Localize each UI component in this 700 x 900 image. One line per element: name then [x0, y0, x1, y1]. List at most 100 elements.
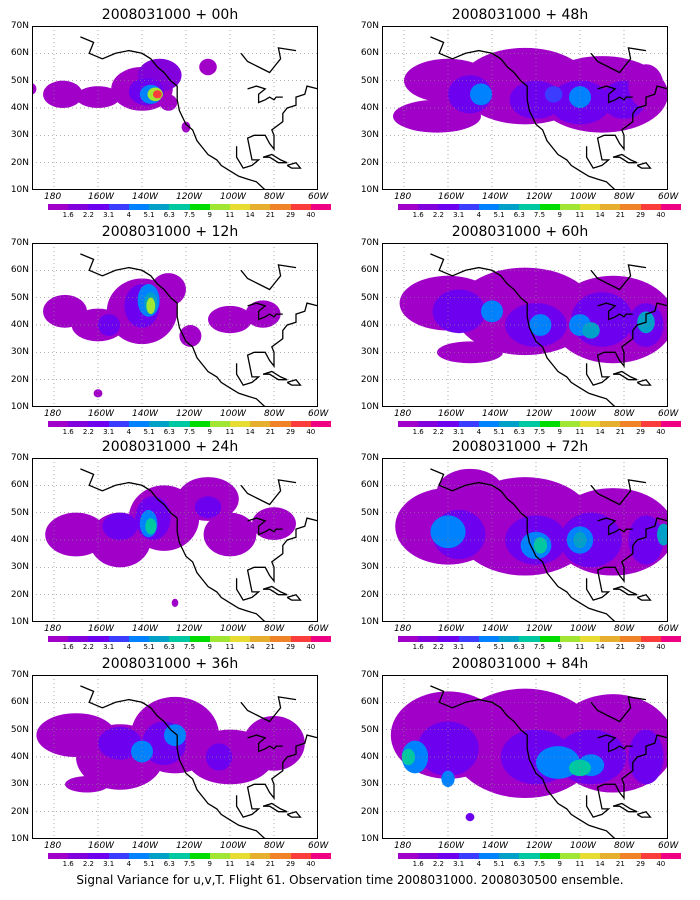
latitude-label: 20N [10, 806, 29, 817]
latitude-label: 70N [360, 238, 379, 248]
variance-map [382, 675, 668, 839]
colorbar-label: 40 [306, 860, 316, 868]
gridlines [32, 26, 318, 190]
latitude-label: 10N [10, 617, 29, 627]
latitude-label: 50N [360, 75, 379, 86]
colorbar-swatch [229, 421, 251, 427]
variance-contour [536, 746, 580, 779]
colorbar-swatch [478, 853, 500, 859]
colorbar-label: 3.1 [103, 643, 115, 651]
latitude-label: 70N [10, 453, 29, 463]
longitude-label: 140W [132, 192, 159, 202]
latitude-label: 50N [10, 507, 29, 518]
colorbar-label: 11 [575, 860, 585, 868]
colorbar-label: 40 [656, 211, 666, 219]
colorbar-swatch [478, 204, 500, 210]
colorbar-swatch [438, 853, 459, 859]
variance-contour [145, 518, 157, 535]
latitude-label: 70N [360, 21, 379, 31]
colorbar-swatch [189, 636, 210, 642]
colorbar-swatch [579, 853, 601, 859]
map-border [32, 458, 318, 622]
panel-title: 2008031000 + 24h [101, 439, 239, 455]
longitude-label: 160W [88, 841, 115, 851]
colorbar-label: 40 [656, 860, 666, 868]
latitude-label: 70N [360, 453, 379, 463]
latitude-label: 50N [360, 724, 379, 735]
longitude-label: 180 [394, 624, 412, 634]
gridlines [32, 243, 318, 407]
colorbar-label: 3.1 [103, 428, 115, 436]
colorbar-label: 1.6 [62, 428, 74, 436]
colorbar-swatch [579, 636, 601, 642]
coastline [235, 517, 318, 601]
coastline [590, 479, 647, 506]
colorbar-label: 7.5 [183, 860, 196, 868]
colorbar-label: 9 [557, 643, 562, 651]
colorbar: 1.6 2.2 3.1 4 5.1 6.3 7.5 9 11 14 21 29 40 [48, 204, 332, 222]
latitude-label: 30N [360, 347, 379, 358]
longitude-label: 100W [220, 624, 247, 634]
variance-contour [199, 58, 217, 76]
gridlines [382, 243, 668, 407]
colorbar-label: 29 [636, 211, 646, 219]
colorbar-label: 7.5 [533, 860, 546, 868]
coastline [430, 253, 616, 407]
colorbar-swatch [398, 853, 419, 859]
colorbar-label: 40 [656, 428, 666, 436]
forecast-panel: 2008031000 + 24h 70N 60N 50N 40N 30N 20N 10N 180… [0, 436, 340, 654]
variance-contour [164, 724, 186, 747]
coastline [590, 264, 647, 291]
colorbar-swatch [620, 204, 641, 210]
coastline [636, 593, 652, 601]
variance-contour [441, 770, 455, 788]
latitude-label: 50N [10, 292, 29, 303]
colorbar-swatch [189, 853, 210, 859]
latitude-label: 30N [10, 562, 29, 573]
longitude-label: 100W [220, 192, 247, 202]
colorbar-swatch [660, 204, 682, 210]
longitude-label: 80W [264, 409, 285, 419]
latitude-label: 60N [360, 265, 379, 276]
colorbar-swatch [438, 636, 459, 642]
colorbar-label: 4 [126, 211, 132, 219]
longitude-label: 100W [570, 409, 597, 419]
forecast-panel: 2008031000 + 00h 70N 60N 50N 40N 30N 20N 10N 180… [0, 4, 340, 222]
longitude-label: 60W [658, 624, 679, 634]
longitude-label: 100W [220, 409, 247, 419]
colorbar-label: 29 [636, 428, 646, 436]
latitude-label: 30N [360, 562, 379, 573]
colorbar-swatch [149, 204, 170, 210]
latitude-label: 20N [360, 589, 379, 600]
colorbar-label: 29 [286, 860, 296, 868]
longitude-label: 80W [264, 192, 285, 202]
map-border [32, 26, 318, 190]
latitude-label: 30N [360, 779, 379, 790]
map-frame: 70N 60N 50N 40N 30N 20N 10N [11, 453, 318, 627]
colorbar-swatch [398, 636, 419, 642]
coastline [80, 685, 266, 839]
latitude-label: 50N [360, 507, 379, 518]
colorbar-swatch [270, 636, 291, 642]
colorbar-label: 3.1 [453, 643, 465, 651]
colorbar-swatch [478, 636, 500, 642]
colorbar-label: 6.3 [513, 860, 525, 868]
longitude-label: 80W [614, 841, 635, 851]
figure-caption: Signal Variance for u,v,T. Flight 61. Ob… [76, 873, 624, 887]
colorbar-label: 2.2 [432, 860, 444, 868]
variance-contour [657, 523, 668, 546]
longitude-label: 180 [44, 624, 62, 634]
colorbar-label: 14 [595, 643, 605, 651]
colorbar-swatch [539, 636, 560, 642]
colorbar-swatch [250, 421, 271, 427]
colorbar-swatch [68, 421, 89, 427]
coastline [80, 253, 266, 407]
variance-contour [43, 80, 83, 108]
variance-contour [102, 512, 138, 540]
colorbar-label: 21 [615, 643, 625, 651]
longitude-label: 180 [394, 841, 412, 851]
coastline [597, 85, 633, 104]
colorbar-label: 6.3 [513, 643, 525, 651]
colorbar-swatch [600, 853, 621, 859]
colorbar-label: 7.5 [533, 211, 546, 219]
